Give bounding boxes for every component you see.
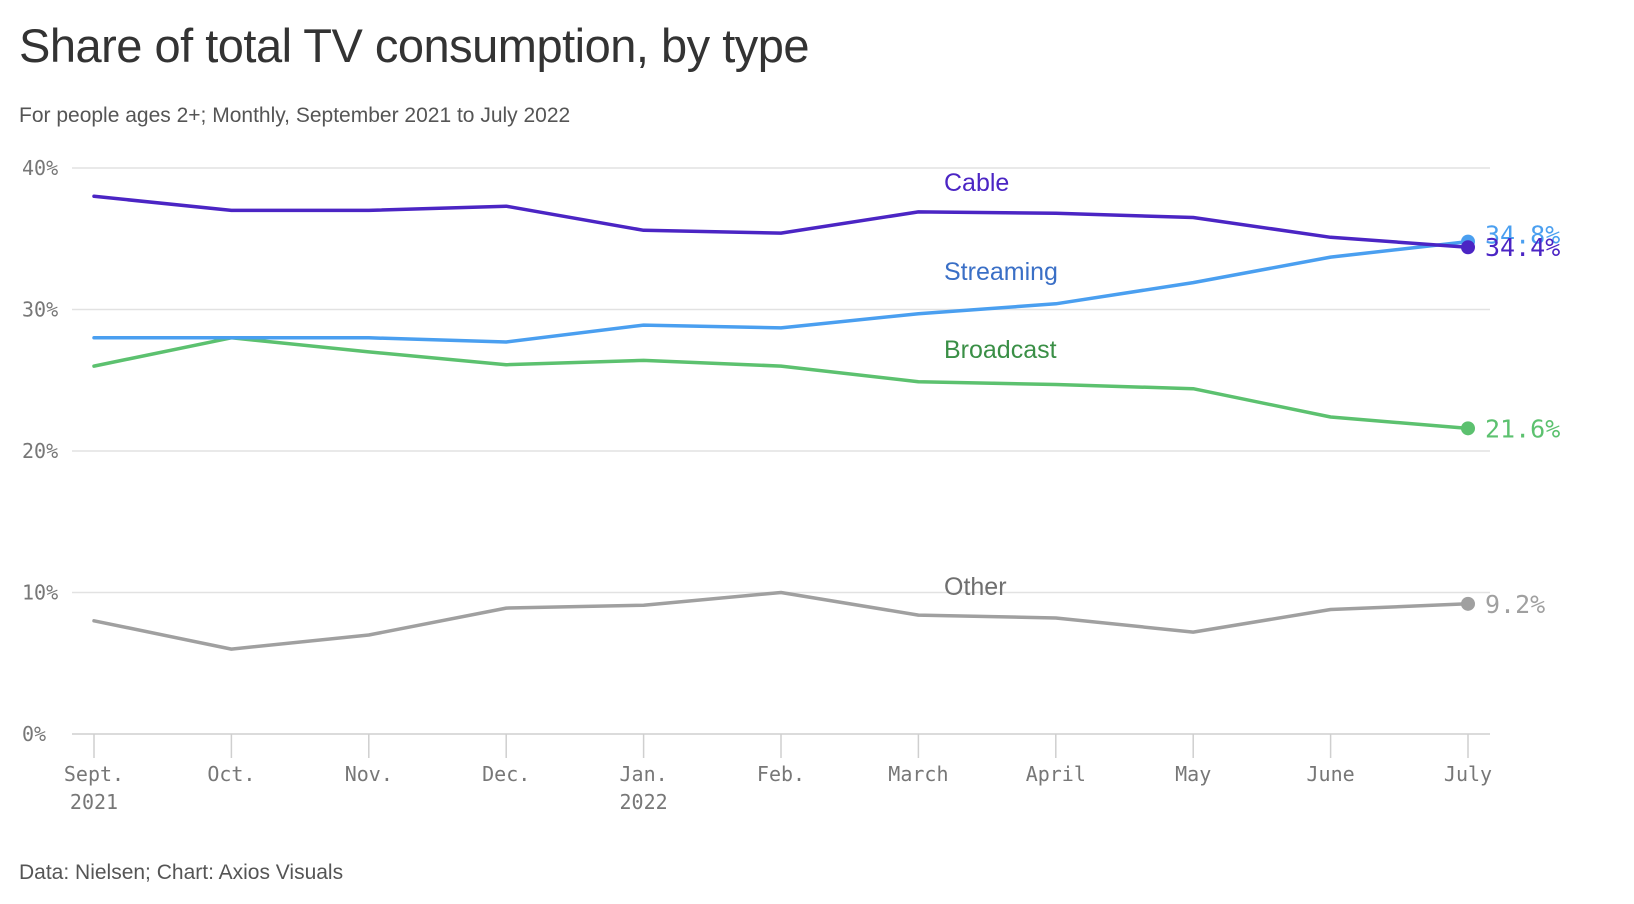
broadcast-end-label: 21.6% <box>1485 414 1560 443</box>
streaming-series-label: Streaming <box>944 258 1058 286</box>
x-tick-label: Oct. <box>207 762 255 786</box>
cable-series-label: Cable <box>944 169 1009 197</box>
y-tick-label: 10% <box>22 581 58 605</box>
other-series-label: Other <box>944 573 1007 601</box>
other-line <box>92 590 1470 651</box>
x-tick-label: July <box>1444 762 1492 786</box>
series-lines <box>92 194 1475 651</box>
x-tick-label: April <box>1026 762 1086 786</box>
x-tick-label: Sept. <box>64 762 124 786</box>
y-tick-label: 20% <box>22 439 58 463</box>
other-point <box>1461 596 1475 611</box>
chart-subtitle: For people ages 2+; Monthly, September 2… <box>19 104 571 127</box>
broadcast-point <box>1461 421 1475 436</box>
x-tick-label: Feb. <box>757 762 805 786</box>
cable-end-label: 34.4% <box>1485 233 1560 262</box>
other-end-label: 9.2% <box>1485 590 1545 619</box>
y-axis: 0% 10% 20% 30% 40% <box>22 156 58 746</box>
broadcast-series-label: Broadcast <box>944 336 1057 364</box>
cable-line <box>92 194 1470 249</box>
y-tick-label: 30% <box>22 298 58 322</box>
y-tick-label: 0% <box>22 722 46 746</box>
streaming-end-label: 34.8% <box>1485 221 1560 250</box>
y-tick-label: 40% <box>22 156 58 180</box>
x-tick-label: May <box>1175 762 1211 786</box>
chart-title: Share of total TV consumption, by type <box>19 19 810 72</box>
broadcast-line <box>92 336 1470 431</box>
grid-layer <box>72 167 1490 735</box>
series-labels: Other 9.2% Broadcast 21.6% Streaming 34.8% Cab… <box>944 169 1560 619</box>
x-tick-label: June <box>1307 762 1355 786</box>
x-axis: Sept. 2021 Oct. Nov. Dec. Jan. 2022 Feb. March Ap… <box>64 734 1492 814</box>
x-tick-label: March <box>888 762 948 786</box>
x-tick-label: 2022 <box>620 790 668 814</box>
cable-point <box>1461 240 1475 255</box>
streaming-line <box>92 239 1470 344</box>
x-tick-label: Dec. <box>482 762 530 786</box>
x-tick-label: Jan. <box>620 762 668 786</box>
x-tick-label: Nov. <box>345 762 393 786</box>
chart-source: Data: Nielsen; Chart: Axios Visuals <box>19 861 344 884</box>
x-tick-label: 2021 <box>70 790 118 814</box>
